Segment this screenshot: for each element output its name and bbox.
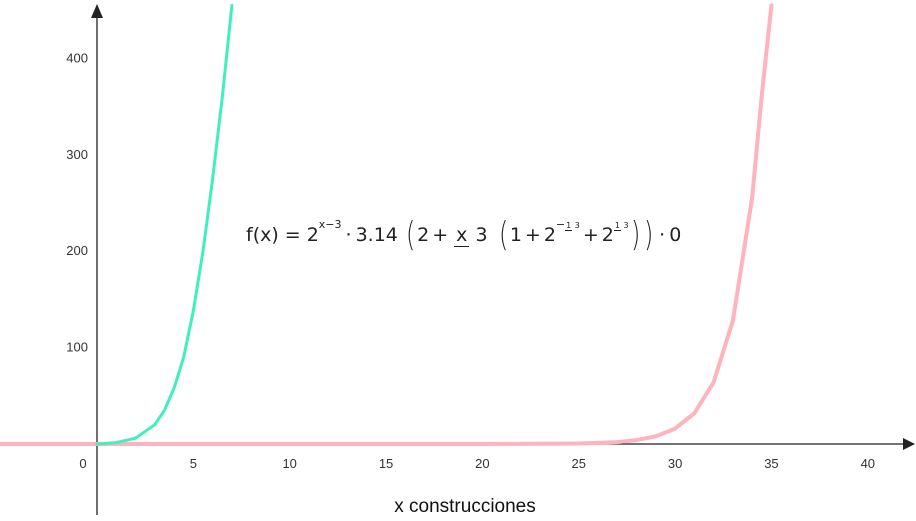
x-tick-label: 40 [861, 456, 875, 471]
formula-exp2-frac: 1 3 [565, 220, 580, 231]
x-tick-label: 35 [764, 456, 778, 471]
x-axis-arrow [903, 438, 915, 450]
x-tick-label: 10 [282, 456, 296, 471]
formula-zero: 0 [669, 224, 682, 246]
x-tick-label: 15 [379, 456, 393, 471]
formula-dot-2: · [659, 224, 666, 246]
x-axis-label: x construcciones [394, 496, 536, 517]
formula-base-2: 2 [543, 224, 556, 246]
formula-exp2-sign: − [555, 217, 566, 231]
x-tick-label: 0 [79, 456, 86, 471]
formula-fraction: x 3 [454, 223, 488, 247]
formula-two: 2 [417, 224, 430, 246]
formula-lparen-outer: ( [405, 215, 416, 255]
formula-plus-1: + [432, 224, 449, 246]
formula-base: 2 [306, 224, 319, 246]
formula-base-3: 2 [601, 224, 614, 246]
formula-one: 1 [509, 224, 522, 246]
x-tick-label: 30 [668, 456, 682, 471]
y-tick-label: 100 [66, 340, 88, 355]
formula-frac-den: 3 [475, 223, 488, 246]
function-formula: f(x) = 2 x−3 · 3.14 ( 2 + x 3 ( 1 + 2 − … [246, 205, 681, 265]
formula-coef: 3.14 [355, 224, 398, 246]
formula-frac-num: x [454, 223, 470, 247]
formula-exp3-num: 1 [613, 220, 621, 231]
formula-plus-3: + [582, 224, 599, 246]
x-tick-label: 20 [475, 456, 489, 471]
formula-lparen-inner: ( [498, 215, 508, 255]
series-line-1 [95, 3, 234, 446]
formula-rparen-outer: ) [643, 215, 654, 255]
formula-exp2-den: 3 [574, 220, 580, 230]
y-axis-arrow [91, 4, 103, 18]
series-layer [0, 3, 774, 446]
formula-exp3-frac: 1 3 [613, 220, 629, 231]
formula-lhs: f(x) [246, 224, 279, 246]
formula-exp3-den: 3 [623, 220, 629, 230]
x-tick-label: 5 [190, 456, 197, 471]
y-tick-label: 300 [66, 147, 88, 162]
y-tick-label: 400 [66, 50, 88, 65]
y-tick-label: 200 [66, 243, 88, 258]
x-tick-label: 25 [572, 456, 586, 471]
series-line-2 [0, 3, 774, 446]
formula-exponent: x−3 [318, 217, 342, 231]
formula-dot-1: · [345, 224, 352, 246]
formula-rparen-inner: ) [630, 215, 640, 255]
formula-plus-2: + [524, 224, 541, 246]
formula-exp2-num: 1 [565, 220, 573, 231]
formula-eq: = [284, 224, 301, 246]
